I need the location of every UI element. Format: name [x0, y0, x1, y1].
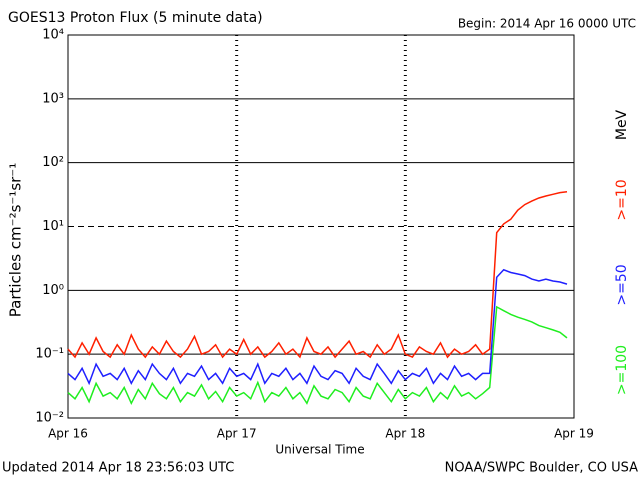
- footer-right: NOAA/SWPC Boulder, CO USA: [445, 461, 638, 476]
- y-tick-label: 10²: [42, 155, 64, 170]
- footer-left: Updated 2014 Apr 18 23:56:03 UTC: [2, 461, 234, 476]
- legend-entry: >=100: [614, 345, 630, 395]
- x-tick-label: Apr 17: [217, 427, 257, 441]
- x-tick-label: Apr 19: [554, 427, 594, 441]
- y-axis-label: Particles cm⁻²s⁻¹sr⁻¹: [7, 163, 25, 317]
- y-tick-label: 10⁻¹: [35, 347, 64, 362]
- y-tick-label: 10⁻²: [35, 411, 64, 426]
- x-axis-label: Universal Time: [275, 443, 364, 457]
- data-line: [67, 268, 568, 386]
- data-line: [67, 191, 568, 359]
- legend-entry: >=10: [614, 179, 630, 220]
- y-tick-label: 10⁰: [42, 283, 64, 298]
- y-tick-label: 10¹: [42, 219, 64, 234]
- y-tick-label: 10⁴: [42, 28, 64, 43]
- data-line: [67, 305, 568, 406]
- legend-unit: MeV: [614, 109, 630, 140]
- chart-title: GOES13 Proton Flux (5 minute data): [8, 10, 263, 26]
- y-tick-label: 10³: [42, 91, 64, 106]
- x-tick-label: Apr 18: [385, 427, 425, 441]
- chart-subtitle: Begin: 2014 Apr 16 0000 UTC: [458, 17, 636, 31]
- legend-entry: >=50: [614, 264, 630, 305]
- x-tick-label: Apr 16: [48, 427, 88, 441]
